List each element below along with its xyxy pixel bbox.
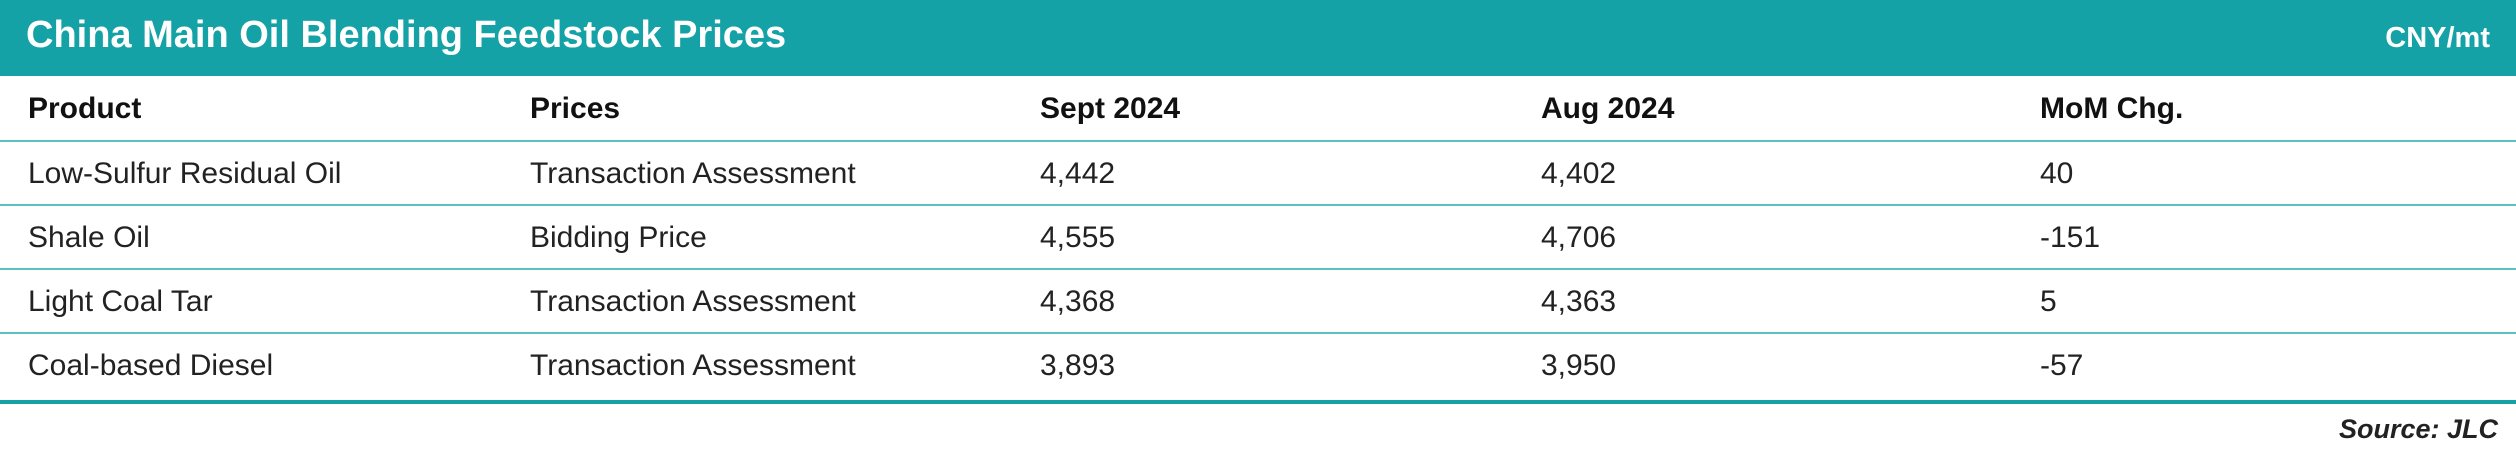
table-cell: 4,402	[1541, 157, 1617, 190]
column-header: Aug 2024	[1541, 92, 1675, 125]
table-cell: 4,706	[1541, 221, 1617, 254]
table-cell: Bidding Price	[530, 221, 707, 254]
table-cell: Shale Oil	[28, 221, 150, 254]
table-cell: Transaction Assessment	[530, 285, 856, 318]
table-cell: Low-Sulfur Residual Oil	[28, 157, 342, 190]
row-separator	[0, 140, 2516, 142]
table-cell: 3,950	[1541, 349, 1617, 382]
row-separator	[0, 332, 2516, 334]
table-cell: -151	[2040, 221, 2101, 254]
table-cell: 5	[2040, 285, 2057, 318]
table-cell: 3,893	[1040, 349, 1116, 382]
row-separator	[0, 204, 2516, 206]
row-separator	[0, 268, 2516, 270]
title-bar: China Main Oil Blending Feedstock Prices…	[0, 0, 2516, 76]
table-cell: Light Coal Tar	[28, 285, 213, 318]
column-header: MoM Chg.	[2040, 92, 2184, 125]
table-cell: -57	[2040, 349, 2084, 382]
table-cell: 4,368	[1040, 285, 1116, 318]
column-header: Prices	[530, 92, 621, 125]
table-cell: Transaction Assessment	[530, 157, 856, 190]
table-cell: Coal-based Diesel	[28, 349, 274, 382]
table-cell: 4,555	[1040, 221, 1116, 254]
source-note: Source: JLC	[2338, 414, 2498, 444]
table-cell: Transaction Assessment	[530, 349, 856, 382]
column-header: Product	[28, 92, 142, 125]
column-header: Sept 2024	[1040, 92, 1181, 125]
bottom-rule	[0, 400, 2516, 404]
unit-label: CNY/mt	[2385, 22, 2490, 54]
table-cell: 40	[2040, 157, 2074, 190]
table-title: China Main Oil Blending Feedstock Prices	[26, 14, 787, 56]
table-cell: 4,442	[1040, 157, 1116, 190]
table-cell: 4,363	[1541, 285, 1617, 318]
